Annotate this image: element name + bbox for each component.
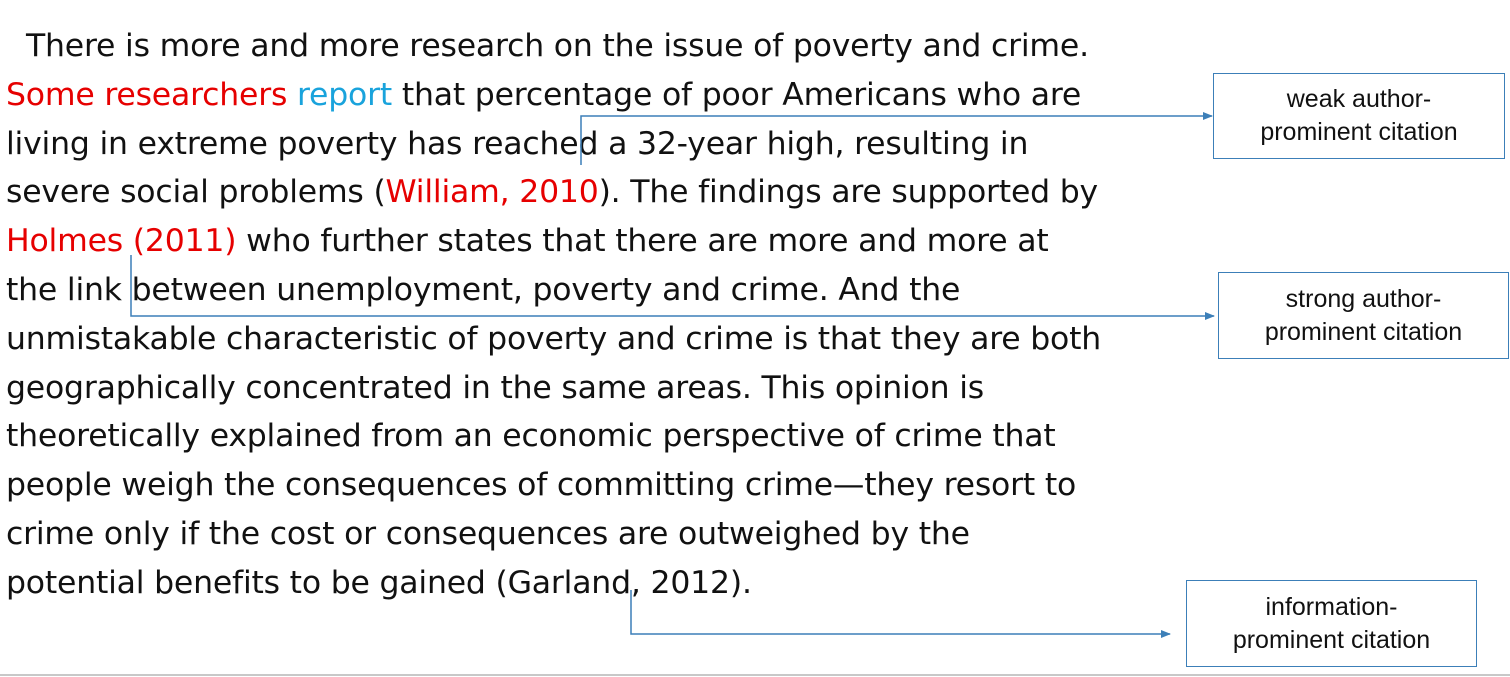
passage-line: people weigh the consequences of committ… [6, 467, 1077, 504]
passage-text: severe social problems ( [6, 174, 386, 211]
label-line: prominent citation [1232, 625, 1431, 654]
passage-line: Holmes (2011) who further states that th… [6, 217, 1171, 266]
passage-line: Some researchers report that percentage … [6, 71, 1171, 120]
strong-citation-arrow [130, 255, 1215, 320]
essay-passage: There is more and more research on the i… [6, 22, 1171, 608]
weak-citation-author: Some researchers [6, 76, 288, 113]
passage-text: ). The findings are supported by [598, 174, 1099, 211]
label-line: information- [1265, 592, 1398, 621]
passage-line: geographically concentrated in the same … [6, 369, 984, 406]
passage-line: theoretically explained from an economic… [6, 418, 1056, 455]
information-citation-arrow [630, 590, 1171, 638]
passage-line: living in extreme poverty has reached a … [6, 125, 1029, 162]
bottom-divider [0, 674, 1510, 676]
weak-author-prominent-citation-label: weak author- prominent citation [1213, 73, 1505, 159]
passage-line: crime only if the cost or consequences a… [6, 515, 970, 552]
label-line: prominent citation [1260, 118, 1458, 146]
label-line: weak author- [1286, 85, 1432, 113]
citation-william-2010: William, 2010 [385, 174, 599, 211]
label-line: prominent citation [1264, 317, 1463, 346]
passage-text: who further states that there are more a… [236, 223, 1049, 260]
label-line: strong author- [1285, 284, 1442, 313]
passage-text: that percentage of poor Americans who ar… [392, 76, 1082, 113]
citation-holmes-2011: Holmes (2011) [6, 223, 237, 260]
reporting-verb: report [297, 76, 393, 113]
passage-line: There is more and more research on the i… [26, 28, 1089, 64]
weak-citation-arrow [580, 112, 1213, 165]
passage-line: severe social problems (William, 2010). … [6, 168, 1171, 217]
information-prominent-citation-label: information- prominent citation [1186, 580, 1477, 667]
passage-line: the link between unemployment, poverty a… [6, 271, 961, 308]
passage-line: potential benefits to be gained (Garland… [6, 564, 752, 601]
strong-author-prominent-citation-label: strong author- prominent citation [1218, 272, 1509, 359]
passage-line: unmistakable characteristic of poverty a… [6, 320, 1102, 357]
